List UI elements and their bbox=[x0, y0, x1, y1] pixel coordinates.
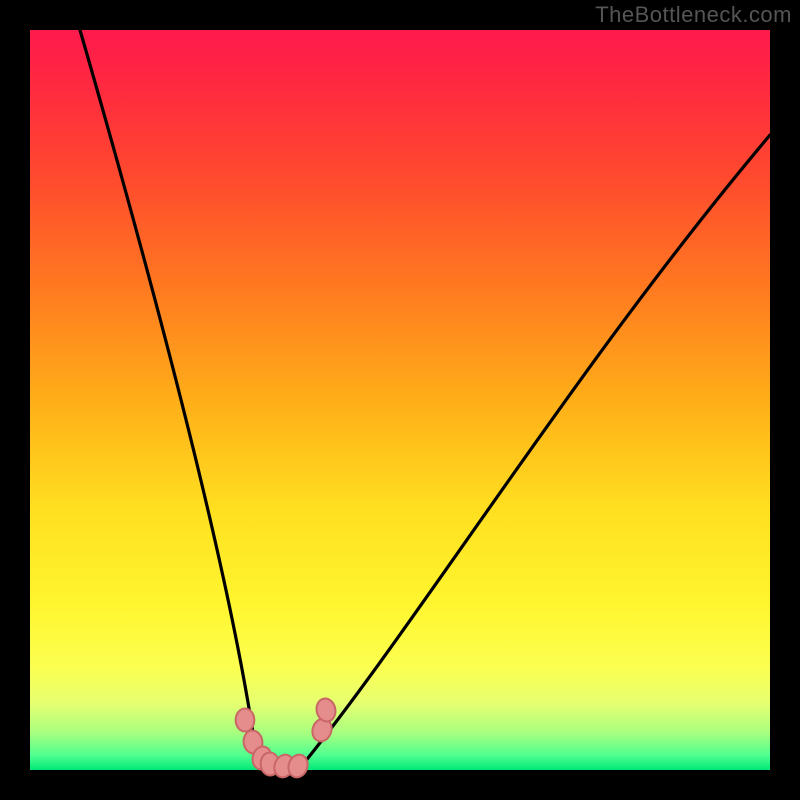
chart-container: TheBottleneck.com bbox=[0, 0, 800, 800]
plot-background bbox=[30, 30, 770, 770]
marker-point bbox=[236, 708, 255, 731]
bottleneck-chart bbox=[0, 0, 800, 800]
watermark-text: TheBottleneck.com bbox=[595, 2, 792, 28]
